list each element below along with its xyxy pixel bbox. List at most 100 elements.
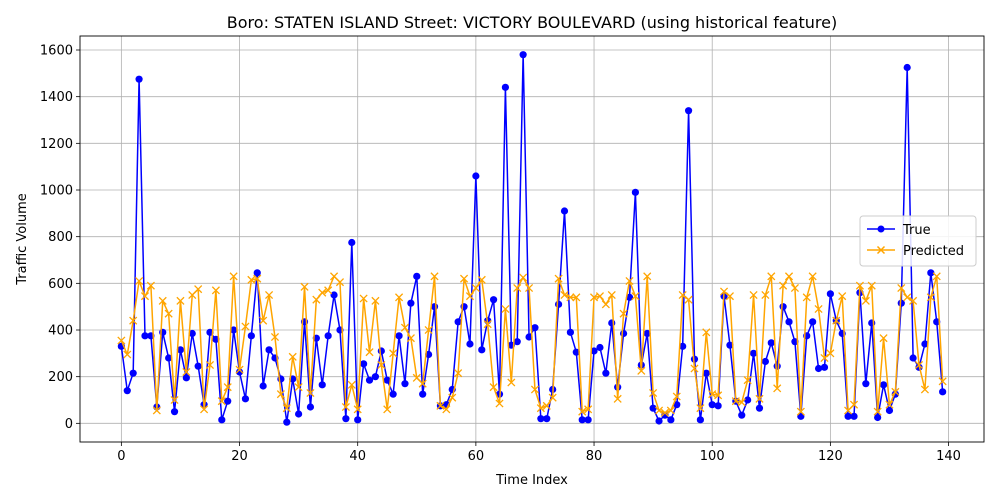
data-point-predicted <box>684 295 693 304</box>
data-point-predicted <box>873 407 882 416</box>
data-point-true <box>342 415 350 423</box>
data-point-predicted <box>140 292 150 301</box>
data-point-predicted <box>146 281 155 290</box>
data-point-predicted <box>241 322 250 331</box>
data-point-predicted <box>530 385 540 394</box>
data-point-predicted <box>312 295 321 304</box>
data-point-predicted <box>519 273 528 282</box>
data-point-predicted <box>158 296 167 305</box>
data-point-predicted <box>838 292 847 301</box>
data-point-predicted <box>814 304 823 314</box>
data-point-predicted <box>152 406 161 415</box>
x-tick-label: 120 <box>818 449 843 464</box>
data-point-true <box>170 408 179 416</box>
data-point-predicted <box>400 323 410 332</box>
data-point-predicted <box>170 395 179 405</box>
legend-true-label: True <box>902 223 931 238</box>
data-point-predicted <box>672 392 681 401</box>
data-point-predicted <box>406 334 415 343</box>
data-point-true <box>862 380 870 388</box>
data-point-predicted <box>501 304 510 314</box>
data-point-predicted <box>513 283 522 293</box>
data-point-predicted <box>459 274 469 283</box>
data-point-predicted <box>318 288 327 297</box>
data-point-predicted <box>182 367 191 377</box>
data-point-true <box>939 388 947 396</box>
data-point-predicted <box>442 405 451 414</box>
data-point-true <box>714 402 722 410</box>
data-point-predicted <box>371 296 380 305</box>
data-point-predicted <box>696 404 705 413</box>
data-point-predicted <box>353 405 362 414</box>
data-point-predicted <box>566 293 575 302</box>
series-line-predicted <box>120 275 944 414</box>
data-point-predicted <box>294 383 303 392</box>
data-point-predicted <box>164 309 173 318</box>
data-point-predicted <box>454 369 463 378</box>
data-point-predicted <box>536 404 545 413</box>
data-point-true <box>513 338 521 346</box>
data-point-predicted <box>235 365 244 374</box>
data-point-true <box>744 396 752 404</box>
data-point-predicted <box>270 332 280 342</box>
data-point-true <box>850 412 858 420</box>
data-point-predicted <box>595 292 605 301</box>
data-point-true <box>643 329 651 338</box>
data-point-true <box>584 416 592 424</box>
data-point-true <box>690 355 699 363</box>
data-point-true <box>419 390 427 398</box>
data-point-true <box>330 291 338 299</box>
data-point-true <box>295 410 303 418</box>
data-point-predicted <box>489 383 498 392</box>
data-point-true <box>596 343 604 352</box>
data-point-true <box>525 333 533 341</box>
data-point-predicted <box>306 388 315 398</box>
data-point-predicted <box>365 348 374 357</box>
data-point-true <box>554 300 563 308</box>
data-point-predicted <box>855 281 864 290</box>
data-point-predicted <box>938 377 947 386</box>
data-point-predicted <box>601 300 610 309</box>
data-point-predicted <box>300 282 309 291</box>
data-point-predicted <box>649 388 658 398</box>
data-point-predicted <box>737 398 746 407</box>
data-point-true <box>625 293 634 301</box>
x-tick-label: 20 <box>231 449 248 464</box>
x-tick-label: 0 <box>117 449 125 464</box>
data-point-true <box>389 390 397 398</box>
legend-predicted-label: Predicted <box>903 244 964 259</box>
data-point-true <box>283 418 291 426</box>
data-point-predicted <box>282 404 291 413</box>
data-point-true <box>259 382 267 390</box>
x-tick-label: 40 <box>349 449 366 464</box>
data-point-predicted <box>613 394 622 403</box>
data-point-true <box>188 329 196 338</box>
data-point-predicted <box>690 364 699 373</box>
data-point-predicted <box>436 401 445 410</box>
data-point-predicted <box>324 286 333 295</box>
data-point-true <box>578 416 586 424</box>
data-point-predicted <box>200 405 209 414</box>
data-point-predicted <box>253 274 262 283</box>
data-point-true <box>489 296 498 304</box>
data-point-predicted <box>867 281 876 290</box>
legend-predicted-marker <box>876 245 886 255</box>
data-point-true <box>773 362 781 370</box>
x-tick-label: 140 <box>936 449 961 464</box>
data-point-predicted <box>335 278 345 287</box>
x-tick-label: 100 <box>700 449 725 464</box>
data-point-predicted <box>826 349 835 358</box>
legend: True Predicted <box>859 215 977 267</box>
data-point-true <box>472 172 480 180</box>
data-point-true <box>767 339 775 347</box>
chart-title: Boro: STATEN ISLAND Street: VICTORY BOUL… <box>227 13 837 32</box>
data-point-true <box>572 348 580 356</box>
x-tick-label: 60 <box>468 449 485 464</box>
data-point-predicted <box>861 296 870 305</box>
data-point-predicted <box>702 328 711 337</box>
data-point-predicted <box>477 275 486 284</box>
y-axis-label: Traffic Volume <box>15 193 30 286</box>
data-point-predicted <box>719 287 729 296</box>
x-axis-label: Time Index <box>495 473 568 488</box>
data-point-true <box>921 340 929 348</box>
